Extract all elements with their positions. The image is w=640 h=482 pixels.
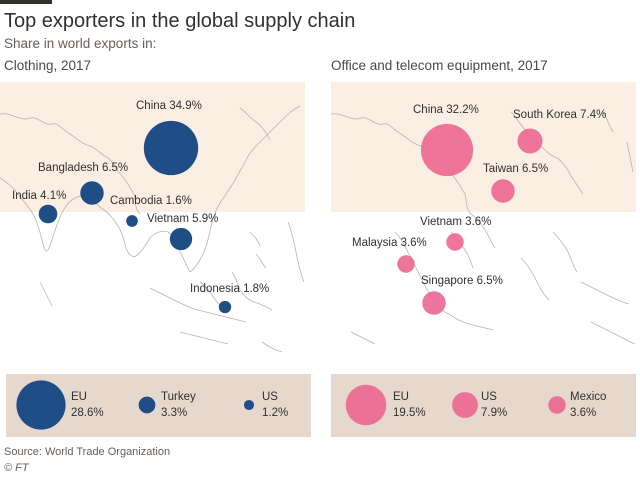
legend-electronics: EU 19.5% US 7.9% Mexico 3.6% — [331, 374, 636, 437]
legend-bubble-eu — [345, 384, 387, 426]
bubble-vietnam — [446, 233, 464, 251]
legend-svg-clothing: EU 28.6% Turkey 3.3% US 1.2% — [16, 380, 288, 430]
legend-value-eu: 28.6% — [71, 407, 104, 419]
bubble-singapore — [422, 291, 446, 315]
legend-name-eu: EU — [393, 391, 409, 403]
bubble-label-bangladesh: Bangladesh 6.5% — [38, 162, 128, 174]
legend-svg-electronics: EU 19.5% US 7.9% Mexico 3.6% — [345, 384, 606, 426]
map-clothing: China 34.9% Bangladesh 6.5% India 4.1% Camb… — [0, 82, 305, 362]
legend-value-us: 1.2% — [262, 407, 288, 419]
bubble-taiwan — [491, 179, 515, 203]
panel-title-clothing: Clothing, 2017 — [4, 58, 92, 73]
bubble-label-south-korea: South Korea 7.4% — [513, 109, 606, 121]
bubble-label-vietnam: Vietnam 3.6% — [420, 216, 491, 228]
bubble-china — [420, 123, 474, 177]
legend-value-turkey: 3.3% — [161, 407, 187, 419]
bubble-label-china: China 34.9% — [136, 100, 202, 112]
legend-bubble-us — [243, 399, 255, 411]
source-note: Source: World Trade Organization — [4, 446, 171, 458]
legend-bubble-turkey — [138, 396, 156, 414]
chart-subtitle: Share in world exports in: — [4, 36, 157, 51]
bubble-label-taiwan: Taiwan 6.5% — [483, 163, 548, 175]
bubble-label-india: India 4.1% — [12, 190, 66, 202]
legend-name-us: US — [481, 391, 497, 403]
bubbles — [397, 123, 543, 315]
legend-bubble-us — [452, 392, 478, 418]
bubble-vietnam — [169, 227, 193, 251]
map-electronics: China 32.2% South Korea 7.4% Taiwan 6.5% Vi… — [331, 82, 636, 362]
map-svg-clothing: China 34.9% Bangladesh 6.5% India 4.1% Camb… — [0, 82, 305, 353]
panel-title-electronics: Office and telecom equipment, 2017 — [331, 58, 548, 73]
legend-value-mexico: 3.6% — [570, 407, 596, 419]
legend-value-eu: 19.5% — [393, 407, 426, 419]
bubbles — [38, 120, 232, 314]
bubble-china — [143, 120, 199, 176]
bubble-label-vietnam: Vietnam 5.9% — [147, 213, 218, 225]
bubble-label-malaysia: Malaysia 3.6% — [352, 237, 427, 249]
coastlines — [331, 111, 636, 345]
coastlines — [0, 105, 305, 353]
bubble-label-cambodia: Cambodia 1.6% — [110, 195, 192, 207]
legend-value-us: 7.9% — [481, 407, 507, 419]
bubble-label-china: China 32.2% — [413, 104, 479, 116]
legend-bubble-mexico — [548, 396, 566, 414]
legend-clothing: EU 28.6% Turkey 3.3% US 1.2% — [6, 374, 311, 437]
legend-name-turkey: Turkey — [161, 391, 196, 403]
bubble-bangladesh — [80, 181, 104, 205]
legend-name-us: US — [262, 391, 278, 403]
credit-note: © FT — [4, 462, 29, 474]
legend-name-eu: EU — [71, 391, 87, 403]
bubble-south-korea — [517, 128, 543, 154]
bubble-label-indonesia: Indonesia 1.8% — [190, 283, 269, 295]
bubble-labels: China 34.9% Bangladesh 6.5% India 4.1% Camb… — [12, 100, 269, 295]
highlight-region — [331, 82, 636, 212]
bubble-cambodia — [126, 215, 138, 227]
bubble-india — [38, 204, 58, 224]
bubble-labels: China 32.2% South Korea 7.4% Taiwan 6.5% Vi… — [352, 104, 606, 287]
legend-bubble-eu — [16, 380, 66, 430]
legend-name-mexico: Mexico — [570, 391, 606, 403]
map-svg-electronics: China 32.2% South Korea 7.4% Taiwan 6.5% Vi… — [331, 82, 636, 345]
bubble-label-singapore: Singapore 6.5% — [421, 275, 503, 287]
bubble-indonesia — [218, 300, 232, 314]
bubble-malaysia — [397, 255, 415, 273]
chart-title: Top exporters in the global supply chain — [4, 10, 356, 32]
brand-bar — [0, 0, 52, 4]
